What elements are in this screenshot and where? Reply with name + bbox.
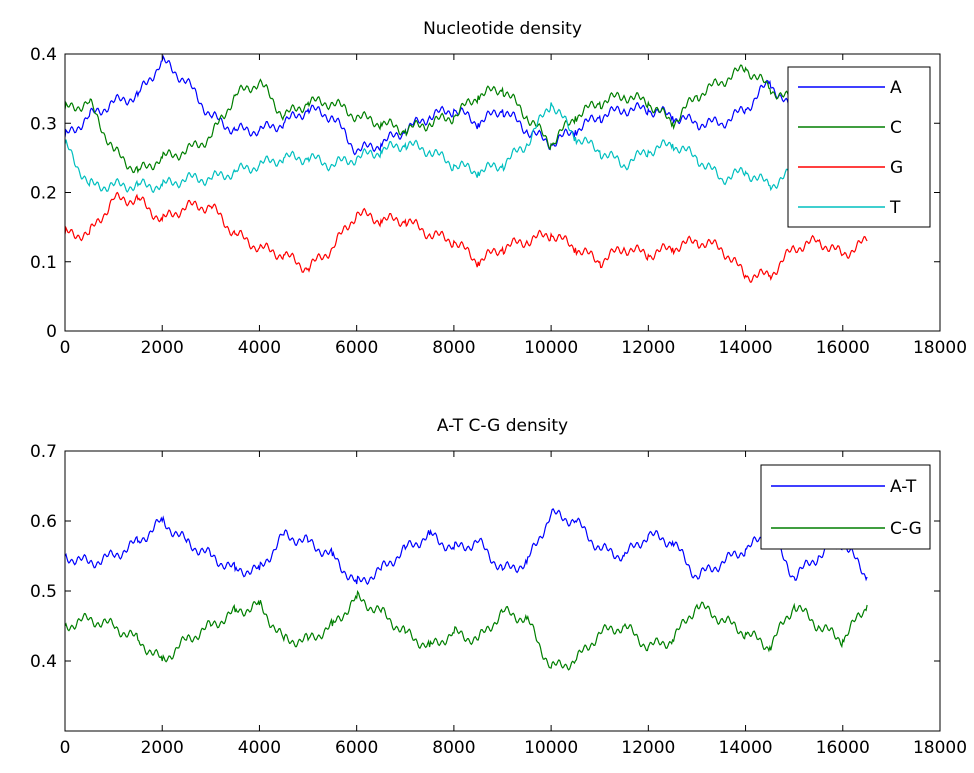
chart-1-ytick-label: 0.4 [30, 45, 57, 65]
chart-2-xtick-label: 16000 [816, 738, 870, 758]
chart-2-ytick-label: 0.6 [30, 512, 57, 532]
chart-1-xtick-label: 18000 [913, 338, 967, 358]
chart-2-xtick-label: 12000 [621, 738, 675, 758]
chart-2-xtick-label: 10000 [524, 738, 578, 758]
chart-2-ytick-label: 0.7 [30, 442, 57, 462]
chart-1-series-c-line [65, 64, 795, 174]
chart-2-xtick-label: 18000 [913, 738, 967, 758]
chart-2-legend-label-a-t: A-T [890, 477, 917, 497]
chart-1-legend-box [787, 66, 931, 228]
chart-1-legend-label-a: A [890, 78, 902, 98]
chart-1-ytick-label: 0.2 [30, 184, 57, 204]
chart-2-series-group [65, 508, 868, 671]
chart-1-title: Nucleotide density [423, 19, 582, 39]
chart-1-xtick-label: 0 [60, 338, 71, 358]
chart-1-xtick-label: 4000 [238, 338, 281, 358]
chart-2-series-a-t-line [65, 508, 868, 586]
chart-2-title: A-T C-G density [437, 416, 568, 436]
chart-1-xtick-label: 14000 [719, 338, 773, 358]
chart-2-xtick-label: 2000 [141, 738, 184, 758]
chart-2-xtick-label: 0 [60, 738, 71, 758]
chart-1-ytick-label: 0.3 [30, 114, 57, 134]
chart-1-xtick-label: 2000 [141, 338, 184, 358]
chart-2-xtick-label: 6000 [335, 738, 378, 758]
chart-2-xtick-label: 14000 [719, 738, 773, 758]
chart-1-xtick-label: 16000 [816, 338, 870, 358]
chart-1-series-g-line [65, 191, 868, 283]
chart-2-xtick-label: 4000 [238, 738, 281, 758]
chart-2-legend-label-c-g: C-G [890, 519, 922, 539]
chart-2-ytick-label: 0.4 [30, 652, 57, 672]
chart-1-xtick-label: 8000 [432, 338, 475, 358]
chart-1-series-a-line [65, 54, 795, 156]
chart-1-series-t-line [65, 102, 795, 193]
chart-2-series-c-g-line [65, 589, 868, 671]
chart-1-series-group [65, 54, 868, 283]
chart-2: 0 2000 4000 6000 8000 10000 12000 14000 16000 180… [30, 416, 967, 758]
chart-1-xtick-label: 12000 [621, 338, 675, 358]
chart-2-legend-box [760, 464, 931, 550]
chart-1-ytick-label: 0 [46, 322, 57, 342]
chart-2-legend: A-T C-G [760, 464, 931, 550]
chart-1-ytick-label: 0.1 [30, 253, 57, 273]
chart-1-legend-label-c: C [890, 118, 902, 138]
chart-1-legend-label-t: T [889, 198, 901, 218]
chart-1: 0 2000 4000 6000 8000 10000 12000 14000 16000 180… [30, 19, 967, 358]
chart-1-xtick-label: 10000 [524, 338, 578, 358]
chart-2-xtick-label: 8000 [432, 738, 475, 758]
chart-2-ytick-label: 0.5 [30, 582, 57, 602]
chart-1-legend-label-g: G [890, 158, 903, 178]
chart-1-xtick-label: 6000 [335, 338, 378, 358]
